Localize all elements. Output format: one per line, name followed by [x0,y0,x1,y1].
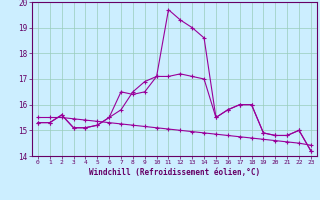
X-axis label: Windchill (Refroidissement éolien,°C): Windchill (Refroidissement éolien,°C) [89,168,260,177]
